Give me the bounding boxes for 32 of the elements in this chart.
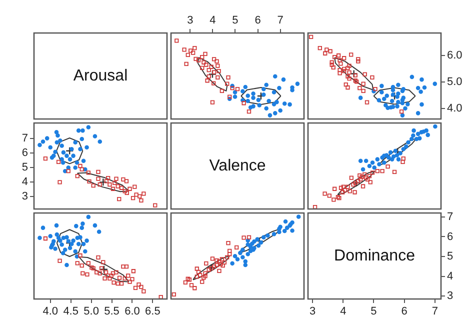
text: Valence <box>209 157 266 174</box>
x-tick-label: 5.0 <box>84 306 99 318</box>
y-tick-label: 3 <box>22 190 28 203</box>
x-tick-label: 4 <box>210 14 216 26</box>
x-tick-label: 6.0 <box>124 306 140 318</box>
y-tick-label: 5.0 <box>447 76 462 88</box>
x-tick-label: 3 <box>187 14 194 26</box>
x-tick-label: 4.0 <box>42 306 58 318</box>
x-tick-label: 7 <box>432 306 438 318</box>
x-tick-label: 5 <box>370 306 377 318</box>
y-tick-label: 4 <box>447 270 454 282</box>
x-tick-label: 4.5 <box>63 306 78 318</box>
text: Arousal <box>73 67 128 84</box>
y-tick-label: 3 <box>447 290 454 302</box>
y-tick-label: 6 <box>447 230 454 243</box>
text: Dominance <box>334 247 416 264</box>
x-tick-label: 6 <box>254 14 261 26</box>
x-tick-label: 4 <box>340 306 346 318</box>
x-tick-label: 6.5 <box>145 306 160 318</box>
y-tick-label: 4 <box>22 176 28 188</box>
y-tick-label: 7 <box>447 210 454 223</box>
x-tick-label: 6 <box>401 306 408 318</box>
y-tick-label: 6.0 <box>447 50 462 62</box>
y-tick-label: 4.0 <box>447 102 462 114</box>
x-tick-label: 3 <box>310 306 316 318</box>
y-tick-label: 6 <box>22 146 28 159</box>
x-tick-label: 5 <box>232 14 238 26</box>
x-tick-label: 5.5 <box>104 306 120 318</box>
y-tick-label: 5 <box>22 161 28 174</box>
y-tick-label: 7 <box>22 132 28 144</box>
y-tick-label: 5 <box>447 250 454 263</box>
x-tick-label: 7 <box>277 14 284 26</box>
